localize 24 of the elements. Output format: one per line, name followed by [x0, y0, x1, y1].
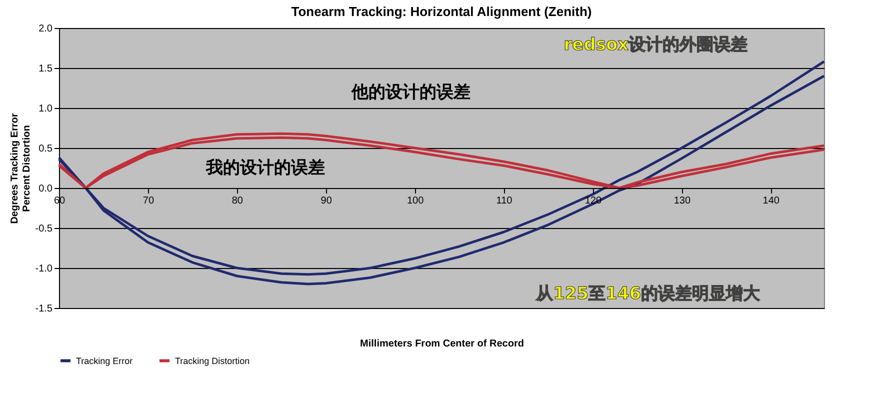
x-axis-title: Millimeters From Center of Record	[360, 338, 524, 350]
chart-title: Tonearm Tracking: Horizontal Alignment (Zenith)	[291, 4, 592, 19]
annotation: 他的设计的误差	[350, 82, 470, 102]
x-tick-label: 100	[406, 196, 424, 206]
x-tick-label: 130	[674, 196, 691, 206]
legend-label: Tracking Error	[76, 356, 133, 366]
x-tick-label: 140	[762, 196, 780, 206]
y-tick-label: 1.0	[38, 104, 53, 114]
legend-label: Tracking Distortion	[175, 356, 250, 366]
x-tick-label: 110	[496, 196, 513, 206]
y-tick-label: 2.0	[38, 24, 53, 34]
annotation: 我的设计的误差	[205, 158, 326, 178]
y-tick-label: -1.0	[35, 264, 53, 274]
y-tick-label: 0.0	[38, 184, 53, 194]
annotation: redsox设计的外圈误差	[564, 34, 748, 55]
y-axis-title: Degrees Tracking Error Percent Distortion	[9, 113, 32, 224]
y-tick-label: 1.5	[38, 64, 53, 74]
y-tick-label: -1.5	[35, 304, 53, 314]
y-tick-label: -0.5	[35, 224, 53, 234]
x-tick-label: 80	[232, 196, 244, 206]
x-tick-label: 70	[142, 196, 154, 206]
x-tick-label: 90	[320, 196, 332, 206]
annotation: 从125至146的误差明显增大	[535, 284, 762, 304]
y-tick-label: 0.5	[38, 144, 53, 154]
